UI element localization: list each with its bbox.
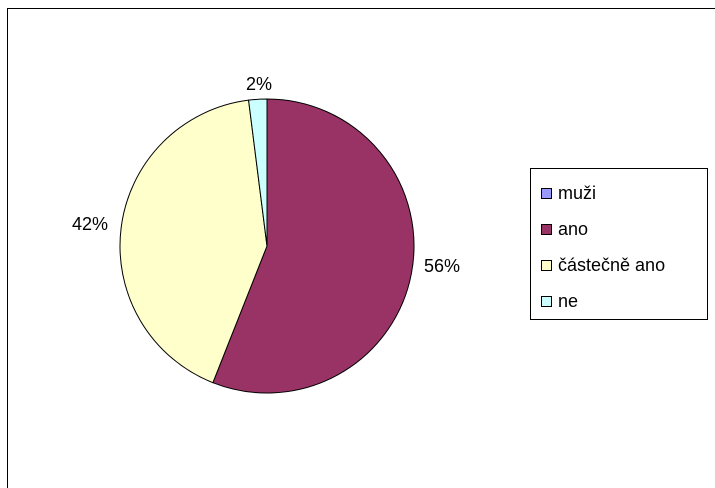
legend-label-muzi: muži bbox=[558, 182, 597, 203]
legend: muži ano částečně ano ne bbox=[530, 168, 708, 320]
legend-swatch-ne bbox=[541, 295, 552, 307]
legend-swatch-castecne-ano bbox=[541, 259, 552, 271]
legend-item-ne: ne bbox=[541, 291, 578, 311]
pie-slice-castecne-ano bbox=[119, 99, 268, 384]
legend-label-ano: ano bbox=[558, 218, 589, 239]
legend-swatch-muzi bbox=[541, 187, 552, 199]
data-label-ano: 56% bbox=[424, 256, 460, 276]
chart-area bbox=[7, 8, 715, 488]
pie-slice-ne bbox=[248, 98, 268, 247]
pie-slice-ano bbox=[212, 98, 415, 394]
data-label-ne: 2% bbox=[246, 74, 272, 94]
legend-swatch-ano bbox=[541, 223, 552, 235]
legend-item-muzi: muži bbox=[541, 183, 596, 203]
legend-item-ano: ano bbox=[541, 219, 588, 239]
data-label-castecne-ano: 42% bbox=[72, 214, 108, 234]
legend-label-ne: ne bbox=[558, 290, 579, 311]
legend-item-castecne-ano: částečně ano bbox=[541, 255, 665, 275]
legend-label-castecne-ano: částečně ano bbox=[558, 254, 666, 275]
